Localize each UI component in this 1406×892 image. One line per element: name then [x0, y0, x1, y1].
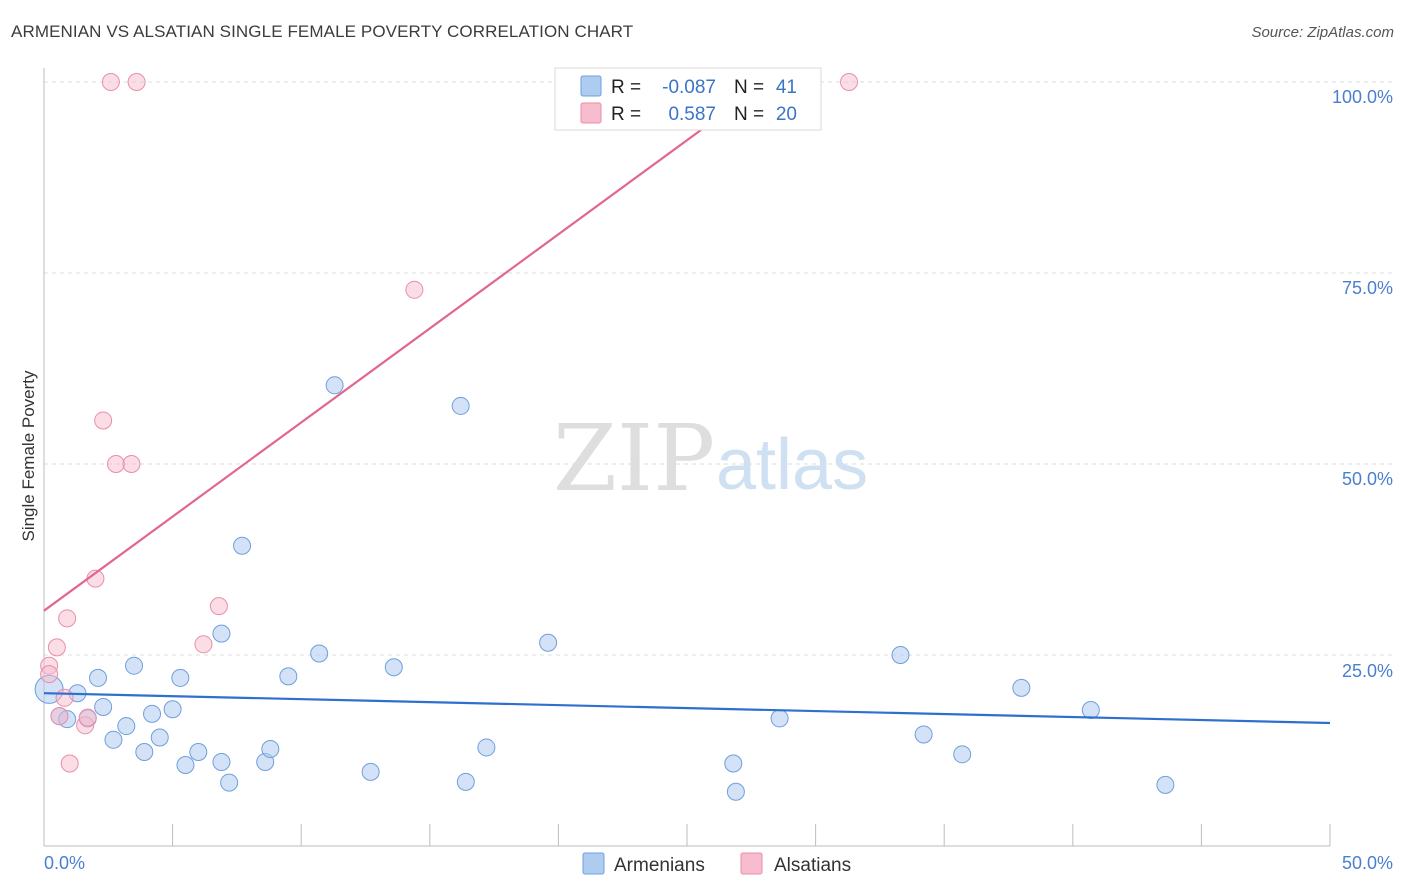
y-tick-label-25: 25.0%: [1342, 661, 1393, 681]
y-axis-title: Single Female Poverty: [19, 370, 38, 542]
legend-r-value-alsatians: 0.587: [668, 104, 716, 125]
point-armenians: [891, 646, 910, 664]
point-armenians: [1081, 701, 1100, 720]
point-alsatians: [58, 609, 77, 628]
point-armenians: [279, 667, 298, 686]
series-legend-label-alsatians: Alsatians: [774, 855, 851, 876]
point-armenians: [220, 773, 239, 792]
legend-swatch-alsatians: [580, 102, 602, 124]
legend-n-label-alsatians: N =: [734, 104, 764, 125]
legend-n-value-armenians: 41: [776, 77, 797, 98]
point-armenians: [212, 624, 231, 643]
series-legend-swatch-alsatians: [740, 852, 763, 875]
point-armenians: [1012, 678, 1031, 697]
point-armenians: [233, 536, 252, 555]
point-armenians: [163, 700, 182, 719]
point-armenians: [914, 725, 933, 744]
point-alsatians: [194, 635, 213, 654]
series-legend: Armenians Alsatians: [582, 852, 851, 876]
y-tick-labels: 25.0% 50.0% 75.0% 100.0%: [1332, 87, 1393, 681]
point-armenians: [384, 658, 403, 677]
x-tick-label-max: 50.0%: [1342, 853, 1393, 873]
y-tick-label-100: 100.0%: [1332, 87, 1393, 107]
gridlines: [44, 81, 1392, 656]
point-armenians: [171, 668, 190, 687]
point-armenians: [261, 739, 280, 758]
point-armenians: [189, 743, 208, 762]
point-armenians: [310, 644, 329, 663]
series-legend-swatch-armenians: [582, 852, 605, 875]
stats-legend: R = -0.087 N = 41 R = 0.587 N = 20: [554, 67, 822, 131]
trendline-alsatians: [43, 73, 778, 612]
point-alsatians: [405, 280, 424, 299]
point-armenians: [770, 709, 789, 728]
series-legend-label-armenians: Armenians: [614, 855, 705, 876]
source-credit: Source: ZipAtlas.com: [1251, 24, 1394, 41]
legend-n-value-alsatians: 20: [776, 104, 797, 125]
point-armenians: [724, 754, 743, 773]
point-alsatians: [60, 754, 79, 773]
point-alsatians: [50, 707, 69, 726]
point-armenians: [726, 782, 745, 801]
point-armenians: [456, 772, 475, 791]
point-armenians: [477, 738, 496, 757]
point-alsatians: [209, 597, 228, 616]
watermark-zip: ZIP: [553, 405, 715, 512]
point-alsatians: [47, 638, 66, 657]
point-armenians: [451, 396, 470, 415]
chart-title: ARMENIAN VS ALSATIAN SINGLE FEMALE POVER…: [11, 22, 634, 41]
point-alsatians: [94, 411, 113, 430]
point-armenians: [125, 656, 144, 675]
point-armenians: [212, 752, 231, 771]
x-ticks: [43, 824, 1331, 846]
point-armenians: [143, 704, 162, 723]
legend-swatch-armenians: [580, 75, 602, 97]
x-tick-label-min: 0.0%: [44, 853, 85, 873]
point-alsatians: [101, 73, 120, 91]
series-alsatians-points: [40, 73, 859, 773]
point-alsatians: [127, 73, 146, 91]
trendlines: [43, 73, 1331, 725]
point-alsatians: [55, 688, 74, 707]
point-alsatians: [122, 455, 141, 473]
point-armenians: [89, 668, 108, 687]
legend-r-label-armenians: R =: [611, 77, 641, 98]
legend-n-label-armenians: N =: [734, 77, 764, 98]
point-armenians: [953, 745, 972, 764]
y-tick-label-75: 75.0%: [1342, 278, 1393, 298]
point-alsatians: [107, 455, 126, 473]
y-tick-label-50: 50.0%: [1342, 469, 1393, 489]
point-armenians: [135, 743, 154, 762]
point-armenians: [176, 756, 195, 775]
trendline-armenians: [43, 692, 1331, 725]
point-alsatians: [78, 708, 97, 727]
point-armenians: [325, 376, 344, 395]
point-armenians: [361, 762, 380, 781]
point-armenians: [150, 728, 169, 747]
watermark-atlas: atlas: [716, 425, 868, 505]
legend-r-value-armenians: -0.087: [662, 77, 716, 98]
point-armenians: [94, 697, 113, 716]
legend-r-label-alsatians: R =: [611, 104, 641, 125]
point-armenians: [539, 633, 558, 652]
point-alsatians: [840, 73, 859, 91]
point-armenians: [117, 717, 136, 736]
point-armenians: [1156, 775, 1175, 794]
point-alsatians: [40, 665, 59, 684]
point-armenians: [104, 730, 123, 749]
